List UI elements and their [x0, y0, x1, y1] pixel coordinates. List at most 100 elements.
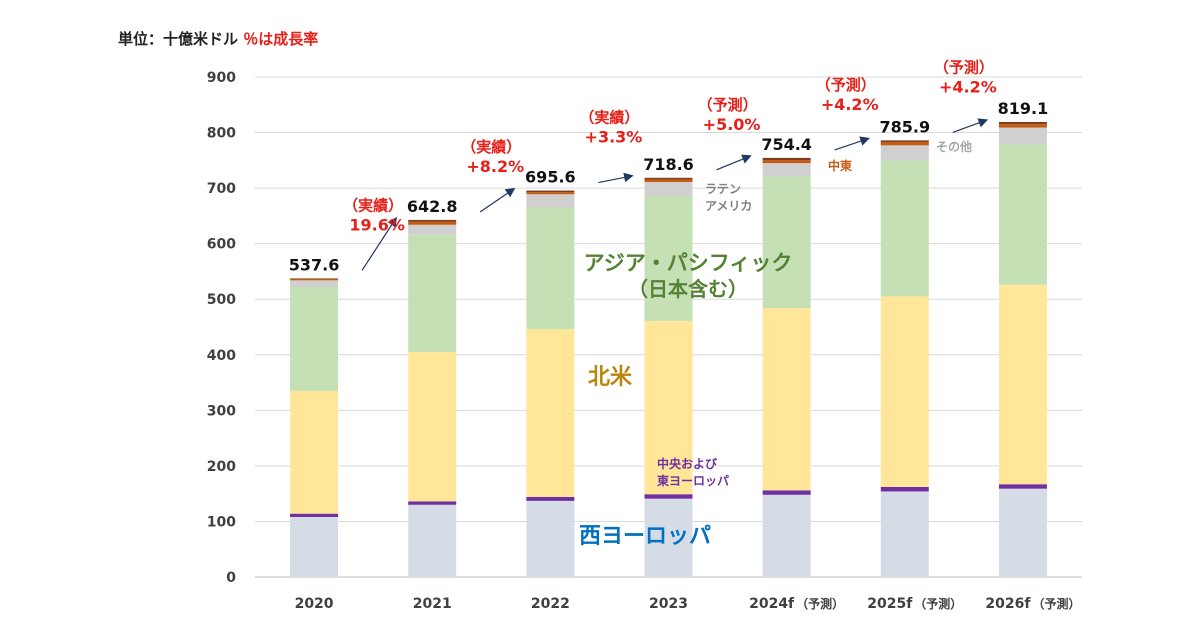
bar-segment-north-america — [998, 284, 1047, 485]
growth-label-value: +5.0% — [703, 115, 761, 134]
y-tick-label: 600 — [207, 237, 236, 253]
total-labels: 537.6 642.8 695.6 718.6 754.4 785.9 819.1 — [289, 99, 1048, 274]
bar-segment-asia-pacific — [998, 144, 1047, 285]
x-tick-year: 2023 — [649, 596, 688, 612]
bar-segment-other — [408, 219, 457, 222]
bar-segment-middle-east — [762, 160, 811, 164]
x-tick-suffix: （予測） — [914, 596, 962, 611]
bar-segment-central-eastern-europe — [526, 497, 575, 501]
bar-segment-latin-america — [644, 182, 693, 196]
growth-label-type: （実績） — [343, 196, 403, 214]
bar-segment-other — [290, 278, 339, 279]
total-label: 642.8 — [407, 197, 458, 216]
bar-segment-asia-pacific — [880, 160, 929, 297]
y-tick-label: 0 — [226, 570, 236, 586]
growth-arrows — [361, 118, 989, 271]
growth-arrow — [716, 154, 752, 171]
bar-segment-western-europe — [644, 498, 693, 577]
bar-segment-other — [998, 121, 1047, 125]
bar-segment-middle-east — [644, 179, 693, 182]
bar-segment-middle-east — [290, 278, 339, 281]
x-tick-year: 2025f — [867, 596, 913, 612]
bar-segment-middle-east — [526, 192, 575, 195]
x-tick-year: 2026f — [985, 596, 1031, 612]
unit-text: 単位：十億米ドル — [118, 30, 239, 48]
growth-label-value: +8.2% — [466, 157, 524, 176]
annotation-latam-1: ラテン — [705, 182, 741, 196]
bar-segment-western-europe — [408, 504, 457, 577]
x-tick-year: 2020 — [295, 596, 334, 612]
annotation-other: その他 — [936, 139, 972, 154]
bar-segment-western-europe — [880, 491, 929, 577]
bar-segment-other — [526, 190, 575, 193]
growth-arrow — [479, 187, 516, 213]
bar-segment-central-eastern-europe — [290, 513, 339, 517]
y-tick-label: 100 — [207, 514, 236, 530]
bar-segment-north-america — [408, 352, 457, 502]
bar-segment-asia-pacific — [290, 287, 339, 391]
annotation-western-europe: 西ヨーロッパ — [579, 524, 711, 549]
annotation-cee-1: 中央および — [657, 456, 718, 471]
x-tick-label: 2022 — [531, 596, 570, 612]
total-label: 785.9 — [879, 117, 930, 136]
bar-segment-latin-america — [998, 127, 1047, 145]
y-axis: 0 100 200 300 400 500 600 700 800 900 — [207, 70, 236, 586]
total-label: 718.6 — [643, 155, 694, 174]
growth-arrow — [952, 118, 989, 133]
bar-segment-north-america — [762, 308, 811, 491]
x-tick-label: 2026f （予測） — [985, 596, 1080, 612]
growth-arrow — [361, 216, 397, 271]
bar-segment-north-america — [644, 320, 693, 495]
bar-segment-north-america — [880, 296, 929, 487]
annotation-latam-2: アメリカ — [705, 199, 752, 213]
growth-labels: （実績）19.6%（実績）+8.2%（実績）+3.3%（予測）+5.0%（予測）… — [343, 58, 997, 234]
x-tick-year: 2024f — [749, 596, 795, 612]
bar-segment-western-europe — [290, 517, 339, 577]
x-tick-label: 2020 — [295, 596, 334, 612]
total-label: 695.6 — [525, 168, 576, 187]
growth-label-value: +4.2% — [821, 95, 879, 114]
bar-segment-central-eastern-europe — [998, 484, 1047, 489]
bar-segment-north-america — [526, 329, 575, 497]
bar-segment-latin-america — [408, 224, 457, 235]
bar-segment-latin-america — [290, 280, 339, 287]
unit-label: 単位：十億米ドル ％は成長率 — [118, 28, 318, 49]
bar-segment-other — [762, 157, 811, 161]
x-tick-year: 2021 — [413, 596, 452, 612]
x-tick-year: 2022 — [531, 596, 570, 612]
y-tick-label: 800 — [207, 126, 236, 142]
annotation-asia-pacific-note: （日本含む） — [628, 277, 748, 301]
bar-segment-middle-east — [880, 142, 929, 146]
y-tick-label: 300 — [207, 403, 236, 419]
bar-segment-central-eastern-europe — [880, 487, 929, 492]
x-tick-label: 2024f （予測） — [749, 596, 844, 612]
growth-label-type: （実績） — [461, 138, 521, 156]
growth-label-value: 19.6% — [349, 215, 405, 234]
x-tick-suffix: （予測） — [796, 596, 844, 611]
growth-arrow — [834, 136, 870, 151]
growth-note: ％は成長率 — [243, 30, 319, 48]
total-label: 754.4 — [761, 135, 812, 154]
bar-segment-middle-east — [408, 221, 457, 225]
bar-segment-latin-america — [762, 163, 811, 177]
annotation-middle-east: 中東 — [828, 158, 852, 173]
bar-segment-asia-pacific — [526, 207, 575, 330]
bar-segment-western-europe — [762, 494, 811, 577]
x-tick-suffix: （予測） — [1032, 596, 1080, 611]
total-label: 537.6 — [289, 255, 340, 274]
bar-segment-central-eastern-europe — [762, 490, 811, 495]
x-tick-label: 2025f （予測） — [867, 596, 962, 612]
bar-segment-asia-pacific — [762, 176, 811, 309]
growth-label-type: （予測） — [698, 96, 758, 114]
y-tick-label: 200 — [207, 459, 236, 475]
growth-label-type: （予測） — [816, 76, 876, 94]
growth-arrow — [598, 172, 634, 184]
growth-label-value: +3.3% — [585, 128, 643, 147]
bar-segment-other — [880, 140, 929, 143]
bar-segment-central-eastern-europe — [408, 501, 457, 505]
y-tick-label: 400 — [207, 348, 236, 364]
x-tick-label: 2021 — [413, 596, 452, 612]
x-tick-label: 2023 — [649, 596, 688, 612]
